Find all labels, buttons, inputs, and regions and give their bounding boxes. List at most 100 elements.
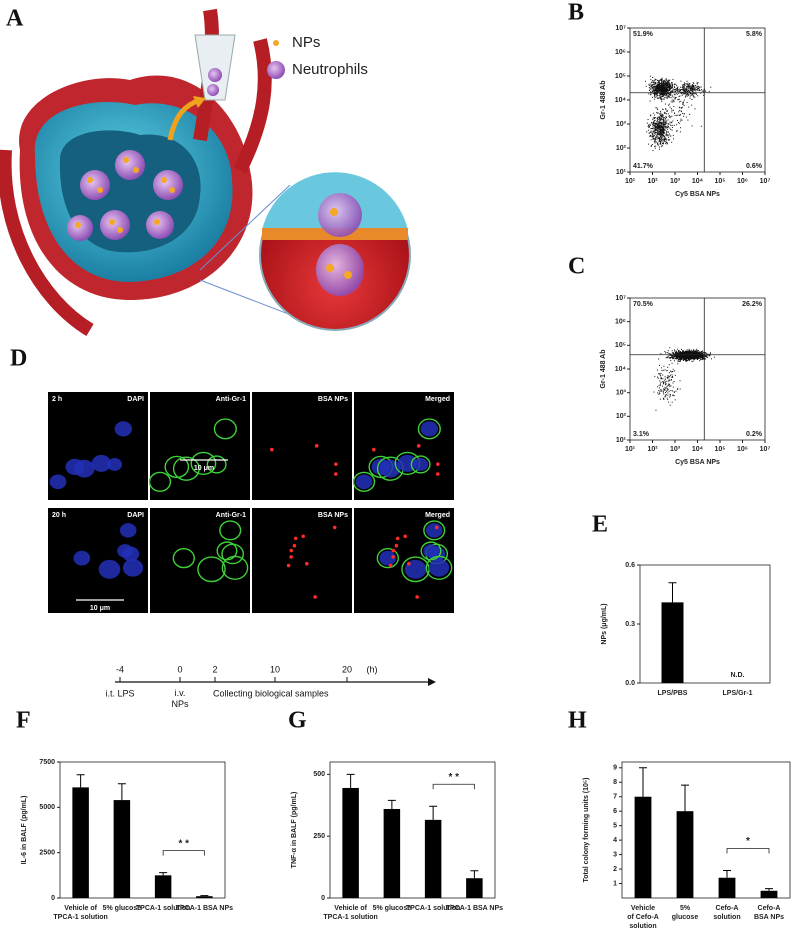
event-dot <box>654 125 656 127</box>
event-dot <box>665 392 667 394</box>
event-dot <box>664 388 666 390</box>
event-dot <box>686 87 688 89</box>
event-dot <box>657 134 659 136</box>
event-dot <box>689 86 691 88</box>
quadrant-label: 5.8% <box>746 31 763 38</box>
event-dot <box>689 97 691 99</box>
event-dot <box>693 354 695 356</box>
event-dot <box>685 354 687 356</box>
event-dot <box>666 110 668 112</box>
event-dot <box>685 95 687 97</box>
event-dot <box>683 99 685 101</box>
event-dot <box>694 96 696 98</box>
event-dot <box>662 390 664 392</box>
event-dot <box>660 353 662 355</box>
event-dot <box>661 81 663 83</box>
event-dot <box>700 355 702 357</box>
event-dot <box>675 90 677 92</box>
y-tick-label: 10³ <box>616 121 627 128</box>
event-dot <box>666 389 668 391</box>
event-dot <box>684 84 686 86</box>
event-dot <box>674 112 676 114</box>
event-dot <box>662 117 664 119</box>
event-dot <box>697 353 699 355</box>
event-dot <box>661 113 663 115</box>
event-dot <box>655 79 657 81</box>
event-dot <box>669 404 671 406</box>
event-dot <box>673 138 675 140</box>
event-dot <box>665 108 667 110</box>
event-dot <box>693 95 695 97</box>
event-dot <box>674 87 676 89</box>
event-dot <box>659 390 661 392</box>
event-dot <box>664 395 666 397</box>
event-dot <box>665 386 667 388</box>
event-dot <box>684 355 686 357</box>
event-dot <box>659 117 661 119</box>
event-dot <box>680 354 682 356</box>
event-dot <box>658 140 660 142</box>
event-dot <box>669 375 671 377</box>
event-dot <box>660 129 662 131</box>
event-dot <box>675 96 677 98</box>
event-dot <box>696 356 698 358</box>
event-dot <box>679 358 681 360</box>
x-tick-label: LPS/Gr-1 <box>723 690 753 697</box>
event-dot <box>687 358 689 360</box>
y-tick-label: 5000 <box>39 804 55 811</box>
event-dot <box>658 87 660 89</box>
event-dot <box>663 128 665 130</box>
event-dot <box>659 83 661 85</box>
event-dot <box>669 117 671 119</box>
event-dot <box>677 348 679 350</box>
event-dot <box>658 80 660 82</box>
event-dot <box>682 101 684 103</box>
event-dot <box>699 352 701 354</box>
y-axis-label: TNF-α in BALF (pg/mL) <box>291 792 298 869</box>
event-dot <box>659 120 661 122</box>
event-dot <box>673 91 675 93</box>
event-dot <box>695 85 697 87</box>
scale-bar-label: 10 μm <box>194 465 214 472</box>
membrane <box>352 471 376 492</box>
event-dot <box>655 90 657 92</box>
event-dot <box>648 126 650 128</box>
x-tick-label: LPS/PBS <box>658 690 688 697</box>
event-dot <box>680 80 682 82</box>
error-bar <box>639 767 647 797</box>
event-dot <box>672 90 674 92</box>
event-dot <box>668 80 670 82</box>
event-dot <box>659 94 661 96</box>
event-dot <box>656 112 658 114</box>
event-dot <box>666 134 668 136</box>
event-dot <box>663 134 665 136</box>
event-dot <box>659 115 661 117</box>
event-dot <box>693 359 695 361</box>
event-dot <box>682 88 684 90</box>
event-dot <box>676 88 678 90</box>
event-dot <box>672 382 674 384</box>
event-dot <box>697 95 699 97</box>
event-dot <box>671 126 673 128</box>
event-dot <box>707 356 709 358</box>
event-dot <box>659 92 661 94</box>
event-dot <box>674 358 676 360</box>
event-dot <box>678 98 680 100</box>
event-dot <box>690 353 692 355</box>
event-dot <box>671 355 673 357</box>
event-dot <box>686 91 688 93</box>
event-dot <box>697 350 699 352</box>
event-dot <box>693 354 695 356</box>
event-dot <box>675 83 677 85</box>
event-dot <box>697 87 699 89</box>
event-dot <box>667 136 669 138</box>
event-dot <box>659 134 661 136</box>
event-dot <box>667 87 669 89</box>
event-dot <box>686 356 688 358</box>
migrating-cell <box>316 244 364 296</box>
event-dot <box>648 124 650 126</box>
event-dot <box>672 109 674 111</box>
micrograph <box>150 508 250 613</box>
event-dot <box>690 94 692 96</box>
event-dot <box>668 93 670 95</box>
